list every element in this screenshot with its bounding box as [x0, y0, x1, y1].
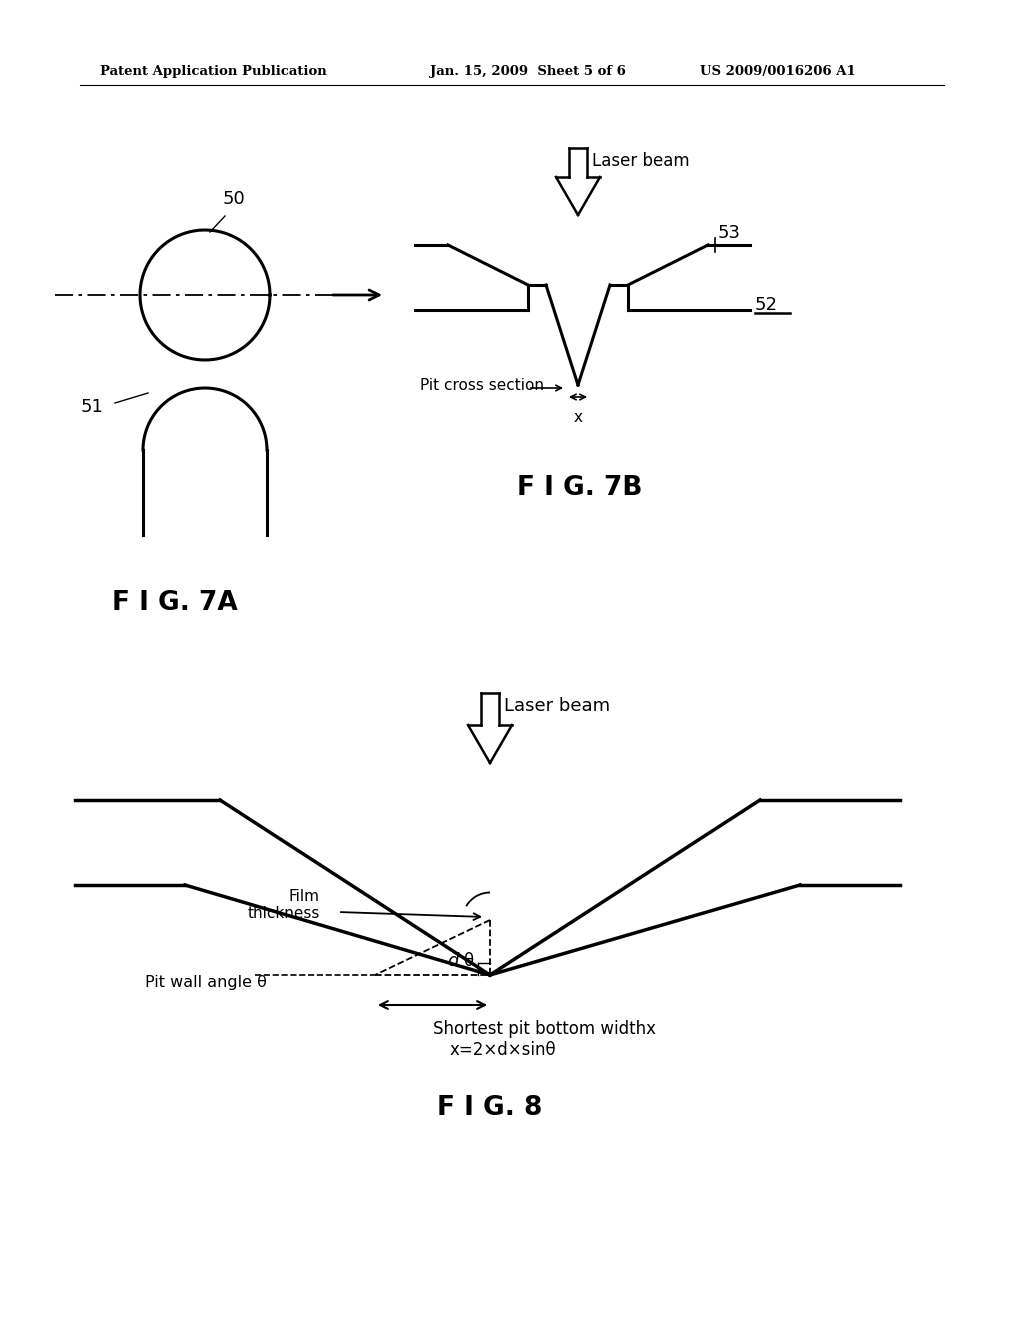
Text: F I G. 7A: F I G. 7A	[112, 590, 238, 616]
Text: 53: 53	[718, 224, 741, 242]
Text: Shortest pit bottom widthx: Shortest pit bottom widthx	[433, 1020, 656, 1038]
Text: F I G. 7B: F I G. 7B	[517, 475, 643, 502]
Text: 51: 51	[80, 399, 103, 416]
Text: F I G. 8: F I G. 8	[437, 1096, 543, 1121]
Text: 50: 50	[223, 190, 246, 209]
Text: θ: θ	[463, 952, 473, 970]
Text: Laser beam: Laser beam	[504, 697, 610, 715]
Text: x: x	[573, 411, 583, 425]
Text: US 2009/0016206 A1: US 2009/0016206 A1	[700, 66, 856, 78]
Text: Film
thickness: Film thickness	[248, 888, 319, 921]
Text: x=2×d×sinθ: x=2×d×sinθ	[450, 1041, 557, 1059]
Text: Jan. 15, 2009  Sheet 5 of 6: Jan. 15, 2009 Sheet 5 of 6	[430, 66, 626, 78]
Text: 52: 52	[755, 296, 778, 314]
Text: Pit cross section: Pit cross section	[420, 378, 544, 392]
Text: Laser beam: Laser beam	[592, 152, 689, 170]
Text: Patent Application Publication: Patent Application Publication	[100, 66, 327, 78]
Text: d: d	[447, 953, 459, 970]
Text: Pit wall angle θ: Pit wall angle θ	[145, 974, 267, 990]
